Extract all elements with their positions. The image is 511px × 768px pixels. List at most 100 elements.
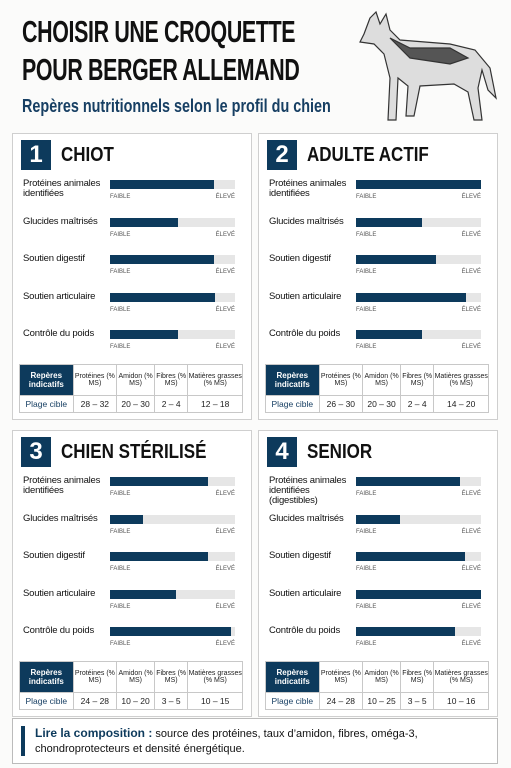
table-header-cell: Protéines (% MS) xyxy=(318,364,364,396)
gauge-track xyxy=(356,330,481,339)
table-row: Plage cible 26 – 30 20 – 30 2 – 4 14 – 20 xyxy=(265,395,489,413)
gauge-fill xyxy=(110,627,232,636)
criterion-label: Soutien digestif xyxy=(23,550,85,561)
scale-low: FAIBLE xyxy=(356,269,377,275)
gauge-track xyxy=(110,514,235,524)
scale-low: FAIBLE xyxy=(356,194,377,200)
footer: Lire la composition : source des protéin… xyxy=(12,718,498,764)
criterion-label: Soutien articulaire xyxy=(269,587,342,599)
gauge-fill xyxy=(110,180,214,189)
scale-high: ÉLEVÉ xyxy=(215,269,235,275)
gauge-track xyxy=(110,255,235,264)
scale-high: ÉLEVÉ xyxy=(215,603,235,610)
gauge-track xyxy=(110,477,235,486)
panel: 4 SENIOR Protéines animales identifiées (d… xyxy=(258,430,498,717)
scale-low: FAIBLE xyxy=(110,344,131,350)
table-header-cell: Protéines (% MS) xyxy=(318,661,364,693)
scale-low: FAIBLE xyxy=(110,603,131,610)
table-header-row: Repères indicatifs Protéines (% MS) Amidon… xyxy=(19,661,243,693)
table-cell: 2 – 4 xyxy=(153,395,189,413)
scale-low: FAIBLE xyxy=(356,231,377,238)
scale-low: FAIBLE xyxy=(356,344,377,350)
table-header-cell: Repères indicatifs xyxy=(19,364,74,396)
panel-title: SENIOR xyxy=(307,441,373,463)
scale-low: FAIBLE xyxy=(110,231,131,238)
scale-high: ÉLEVÉ xyxy=(215,344,235,350)
scale-low: FAIBLE xyxy=(110,566,131,572)
criterion-label: Soutien articulaire xyxy=(23,587,96,599)
table-header-cell: Fibres (% MS) xyxy=(399,364,435,396)
reference-table: Repères indicatifs Protéines (% MS) Amidon… xyxy=(265,364,489,413)
gauge-fill xyxy=(110,292,215,302)
scale-high: ÉLEVÉ xyxy=(215,641,235,647)
criterion-label: Soutien digestif xyxy=(269,550,331,561)
scale-high: ÉLEVÉ xyxy=(461,344,481,350)
criterion-label: Contrôle du poids xyxy=(23,328,95,339)
table-header-cell: Fibres (% MS) xyxy=(153,364,189,396)
gauge-fill xyxy=(356,180,481,189)
table-cell: Plage cible xyxy=(19,692,74,710)
table-cell: 20 – 30 xyxy=(362,395,401,413)
reference-table: Repères indicatifs Protéines (% MS) Amidon… xyxy=(19,661,243,710)
table-header-cell: Matières grasses (% MS) xyxy=(187,661,243,693)
table-header-cell: Amidon (% MS) xyxy=(116,661,155,693)
dog-illustration xyxy=(359,10,497,121)
scale-high: ÉLEVÉ xyxy=(461,491,481,497)
title: POUR BERGER ALLEMAND xyxy=(22,52,300,87)
gauge-fill xyxy=(356,217,423,227)
scale-high: ÉLEVÉ xyxy=(215,306,235,313)
table-cell: 20 – 30 xyxy=(116,395,155,413)
scale-low: FAIBLE xyxy=(110,491,131,497)
gauge-fill xyxy=(110,477,208,486)
gauge-track xyxy=(110,217,235,227)
gauge-track xyxy=(356,552,481,561)
reference-table: Repères indicatifs Protéines (% MS) Amidon… xyxy=(265,661,489,710)
criterion-label: Soutien digestif xyxy=(23,253,85,264)
criterion-label: Soutien articulaire xyxy=(23,290,96,302)
table-header-cell: Matières grasses (% MS) xyxy=(187,364,243,396)
gauge-fill xyxy=(110,217,178,227)
gauge-track xyxy=(356,292,481,302)
scale-low: FAIBLE xyxy=(356,566,377,572)
gauge-fill xyxy=(356,589,481,599)
gauge-track xyxy=(356,514,481,524)
gauge-fill xyxy=(356,292,466,302)
scale-low: FAIBLE xyxy=(356,528,377,535)
gauge-fill xyxy=(356,552,465,561)
table-cell: 10 – 16 xyxy=(433,692,489,710)
table-header-cell: Amidon (% MS) xyxy=(362,364,401,396)
gauge-fill xyxy=(110,552,208,561)
table-header-row: Repères indicatifs Protéines (% MS) Amidon… xyxy=(265,364,489,396)
table-cell: 3 – 5 xyxy=(153,692,189,710)
gauge-track xyxy=(356,180,481,189)
criterion-label: Protéines animales identifiées (digestib… xyxy=(269,475,347,506)
panel: 3 CHIEN STÉRILISÉ Protéines animales ident… xyxy=(12,430,252,717)
gauge-fill xyxy=(356,330,423,339)
scale-high: ÉLEVÉ xyxy=(461,528,481,535)
table-cell: 24 – 28 xyxy=(318,692,364,710)
gauge-track xyxy=(110,330,235,339)
footer-accent xyxy=(21,726,25,756)
table-cell: 24 – 28 xyxy=(72,692,118,710)
scale-low: FAIBLE xyxy=(110,194,131,200)
table-header-row: Repères indicatifs Protéines (% MS) Amidon… xyxy=(265,661,489,693)
panel-number: 4 xyxy=(267,437,297,467)
table-cell: 10 – 20 xyxy=(116,692,155,710)
table-row: Plage cible 24 – 28 10 – 25 3 – 5 10 – 16 xyxy=(265,692,489,710)
table-cell: 12 – 18 xyxy=(187,395,243,413)
gauge-track xyxy=(110,552,235,561)
gauge-track xyxy=(110,292,235,302)
scale-low: FAIBLE xyxy=(356,641,377,647)
gauge-track xyxy=(356,589,481,599)
criterion-label: Contrôle du poids xyxy=(269,625,341,636)
scale-high: ÉLEVÉ xyxy=(215,528,235,535)
gauge-fill xyxy=(356,514,400,524)
scale-low: FAIBLE xyxy=(110,306,131,313)
criterion-label: Soutien articulaire xyxy=(269,290,342,302)
scale-high: ÉLEVÉ xyxy=(215,231,235,238)
table-cell: 26 – 30 xyxy=(318,395,364,413)
gauge-track xyxy=(110,589,235,599)
gauge-track xyxy=(356,627,481,636)
subtitle: Repères nutritionnels selon le profil du… xyxy=(22,96,331,116)
